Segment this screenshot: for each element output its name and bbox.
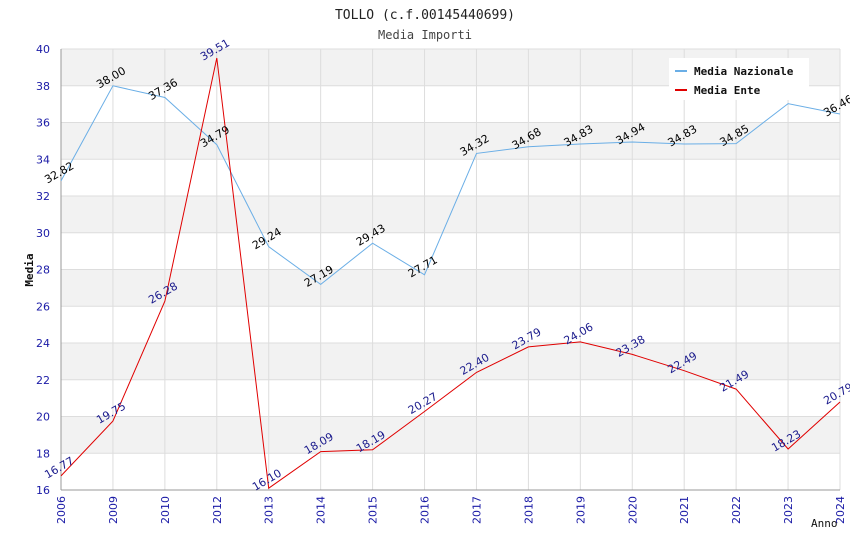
x-tick-label: 2017 xyxy=(470,496,483,524)
x-tick-label: 2019 xyxy=(574,496,587,524)
series-lines xyxy=(60,57,841,490)
x-tick-label: 2013 xyxy=(263,496,276,524)
y-tick-label: 38 xyxy=(36,80,50,93)
data-label: 20.79 xyxy=(821,380,850,407)
chart-title: TOLLO (c.f.00145440699) xyxy=(335,8,515,23)
grid-band xyxy=(61,122,840,160)
x-axis-label: Anno xyxy=(811,517,838,530)
x-tick-label: 2021 xyxy=(678,496,691,524)
y-tick-label: 30 xyxy=(36,227,50,240)
legend: Media Nazionale Media Ente xyxy=(669,58,809,100)
data-label: 36.46 xyxy=(821,93,850,120)
y-tick-label: 16 xyxy=(36,484,50,497)
x-tick-label: 2016 xyxy=(419,496,432,524)
grid-band xyxy=(61,269,840,307)
y-tick-label: 36 xyxy=(36,117,50,130)
y-tick-label: 18 xyxy=(36,447,50,460)
x-tick-label: 2018 xyxy=(522,496,535,524)
legend-label: Media Ente xyxy=(694,84,761,97)
y-axis-label: Media xyxy=(23,253,36,286)
axes xyxy=(60,49,840,491)
x-tick-label: 2023 xyxy=(782,496,795,524)
y-tick-label: 24 xyxy=(36,337,50,350)
x-tick-label: 2012 xyxy=(211,496,224,524)
x-tick-label: 2022 xyxy=(730,496,743,524)
legend-box xyxy=(669,58,809,100)
y-tick-label: 22 xyxy=(36,374,50,387)
grid-band xyxy=(61,343,840,380)
x-tick-label: 2014 xyxy=(315,496,328,524)
x-tick-label: 2006 xyxy=(55,496,68,524)
grid-band xyxy=(61,416,840,454)
y-tick-label: 20 xyxy=(36,411,50,424)
x-tick-label: 2024 xyxy=(834,496,847,524)
y-tick-label: 26 xyxy=(36,300,50,313)
chart-subtitle: Media Importi xyxy=(378,28,472,42)
series-line-1 xyxy=(60,57,841,490)
x-tick-label: 2015 xyxy=(367,496,380,524)
series-line-0 xyxy=(60,85,841,286)
x-tick-label: 2009 xyxy=(107,496,120,524)
y-tick-label: 40 xyxy=(36,43,50,56)
x-tick-label: 2010 xyxy=(159,496,172,524)
legend-label: Media Nazionale xyxy=(694,65,794,78)
y-tick-label: 34 xyxy=(36,153,50,166)
x-tick-label: 2020 xyxy=(626,496,639,524)
x-tick-labels: 2006 2009 2010 2012 2013 2014 2015 2016 2017 2018… xyxy=(55,496,847,524)
y-tick-label: 28 xyxy=(36,264,50,277)
y-tick-labels: 16 18 20 22 24 26 28 30 32 34 36 38 40 xyxy=(36,43,50,497)
y-tick-label: 32 xyxy=(36,190,50,203)
